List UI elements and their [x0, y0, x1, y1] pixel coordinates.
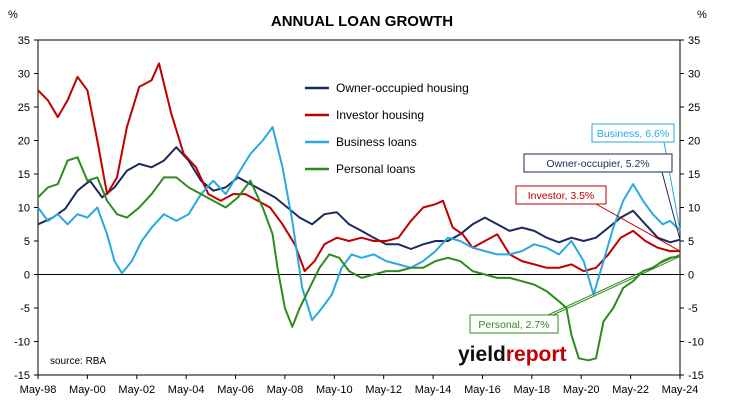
series-line-personal-loans — [37, 156, 681, 362]
series-line-business-loans — [37, 126, 681, 322]
annotation-box — [469, 314, 559, 334]
y-tick-label-right: 15 — [688, 169, 700, 181]
y-tick-label-right: 35 — [688, 35, 700, 47]
legend-label: Owner-occupied housing — [336, 81, 469, 95]
y-tick-label-left: 0 — [24, 270, 30, 282]
legend-label: Business loans — [336, 135, 417, 149]
annotation-box — [523, 153, 673, 173]
x-tick-label: May-12 — [365, 384, 402, 396]
y-tick-label-right: -15 — [688, 370, 704, 382]
legend-label: Personal loans — [336, 162, 415, 176]
annotation-leader — [661, 171, 681, 240]
y-tick-label-left: -15 — [14, 370, 30, 382]
x-tick-label: May-08 — [267, 384, 304, 396]
x-tick-label: May-16 — [464, 384, 501, 396]
y-tick-label-left: 5 — [24, 236, 30, 248]
x-tick-label: May-22 — [612, 384, 649, 396]
x-tick-label: May-02 — [118, 384, 155, 396]
y-tick-label-left: 20 — [18, 136, 30, 148]
legend: Owner-occupied housing Investor housing Bu… — [305, 81, 469, 176]
y-tick-label-left: 35 — [18, 35, 30, 47]
annotation-leader — [547, 253, 681, 316]
source-note: source: RBA — [50, 356, 106, 367]
x-tick-label: May-18 — [514, 384, 551, 396]
y-tick-label-right: 0 — [688, 270, 694, 282]
right-axis-unit: % — [697, 9, 707, 21]
chart-title: ANNUAL LOAN GROWTH — [271, 13, 453, 30]
legend-label: Investor housing — [336, 108, 424, 122]
x-tick-label: May-24 — [662, 384, 699, 396]
annotation-leader — [595, 203, 681, 252]
y-tick-label-right: 10 — [688, 203, 700, 215]
x-tick-label: May-20 — [563, 384, 600, 396]
annotation-box — [515, 185, 607, 205]
y-tick-label-left: 30 — [18, 69, 30, 81]
left-axis-unit: % — [8, 9, 18, 21]
y-tick-label-right: -10 — [688, 337, 704, 349]
x-tick-label: May-98 — [20, 384, 57, 396]
x-tick-label: May-06 — [217, 384, 254, 396]
series-layer — [37, 62, 681, 362]
annotation-box — [591, 123, 675, 143]
logo-text: yieldreport — [458, 343, 567, 366]
y-tick-label-left: -5 — [20, 303, 30, 315]
x-tick-label: May-00 — [69, 384, 106, 396]
x-tick-label: May-04 — [168, 384, 205, 396]
y-tick-label-right: 20 — [688, 136, 700, 148]
y-tick-label-left: 15 — [18, 169, 30, 181]
annotation-label: Business, 6.6% — [597, 128, 669, 140]
y-tick-label-left: -10 — [14, 337, 30, 349]
y-tick-label-right: 25 — [688, 102, 700, 114]
logo-word-report: report — [506, 343, 567, 366]
annotations: Business, 6.6% Owner-occupier, 5.2% Invest… — [469, 123, 681, 334]
y-tick-label-right: 30 — [688, 69, 700, 81]
y-tick-label-right: 5 — [688, 236, 694, 248]
y-tick-label-left: 25 — [18, 102, 30, 114]
y-tick-label-right: -5 — [688, 303, 698, 315]
x-tick-label: May-10 — [316, 384, 353, 396]
logo-word-yield: yield — [458, 343, 506, 366]
annotation-label: Owner-occupier, 5.2% — [546, 158, 649, 170]
annotation-label: Personal, 2.7% — [478, 319, 549, 331]
yieldreport-logo: yieldreport — [458, 343, 567, 366]
x-tick-label: May-14 — [415, 384, 452, 396]
series-line-investor-housing — [37, 62, 680, 273]
series-line-owner-occupied-housing — [37, 146, 681, 250]
annotation-label: Investor, 3.5% — [528, 190, 595, 202]
axes: 35 35 30 30 25 25 20 20 15 15 10 10 5 5 0 0 -5 -5 -10 -10 -1… — [14, 35, 704, 396]
annotation-leader — [552, 255, 681, 316]
y-tick-label-left: 10 — [18, 203, 30, 215]
